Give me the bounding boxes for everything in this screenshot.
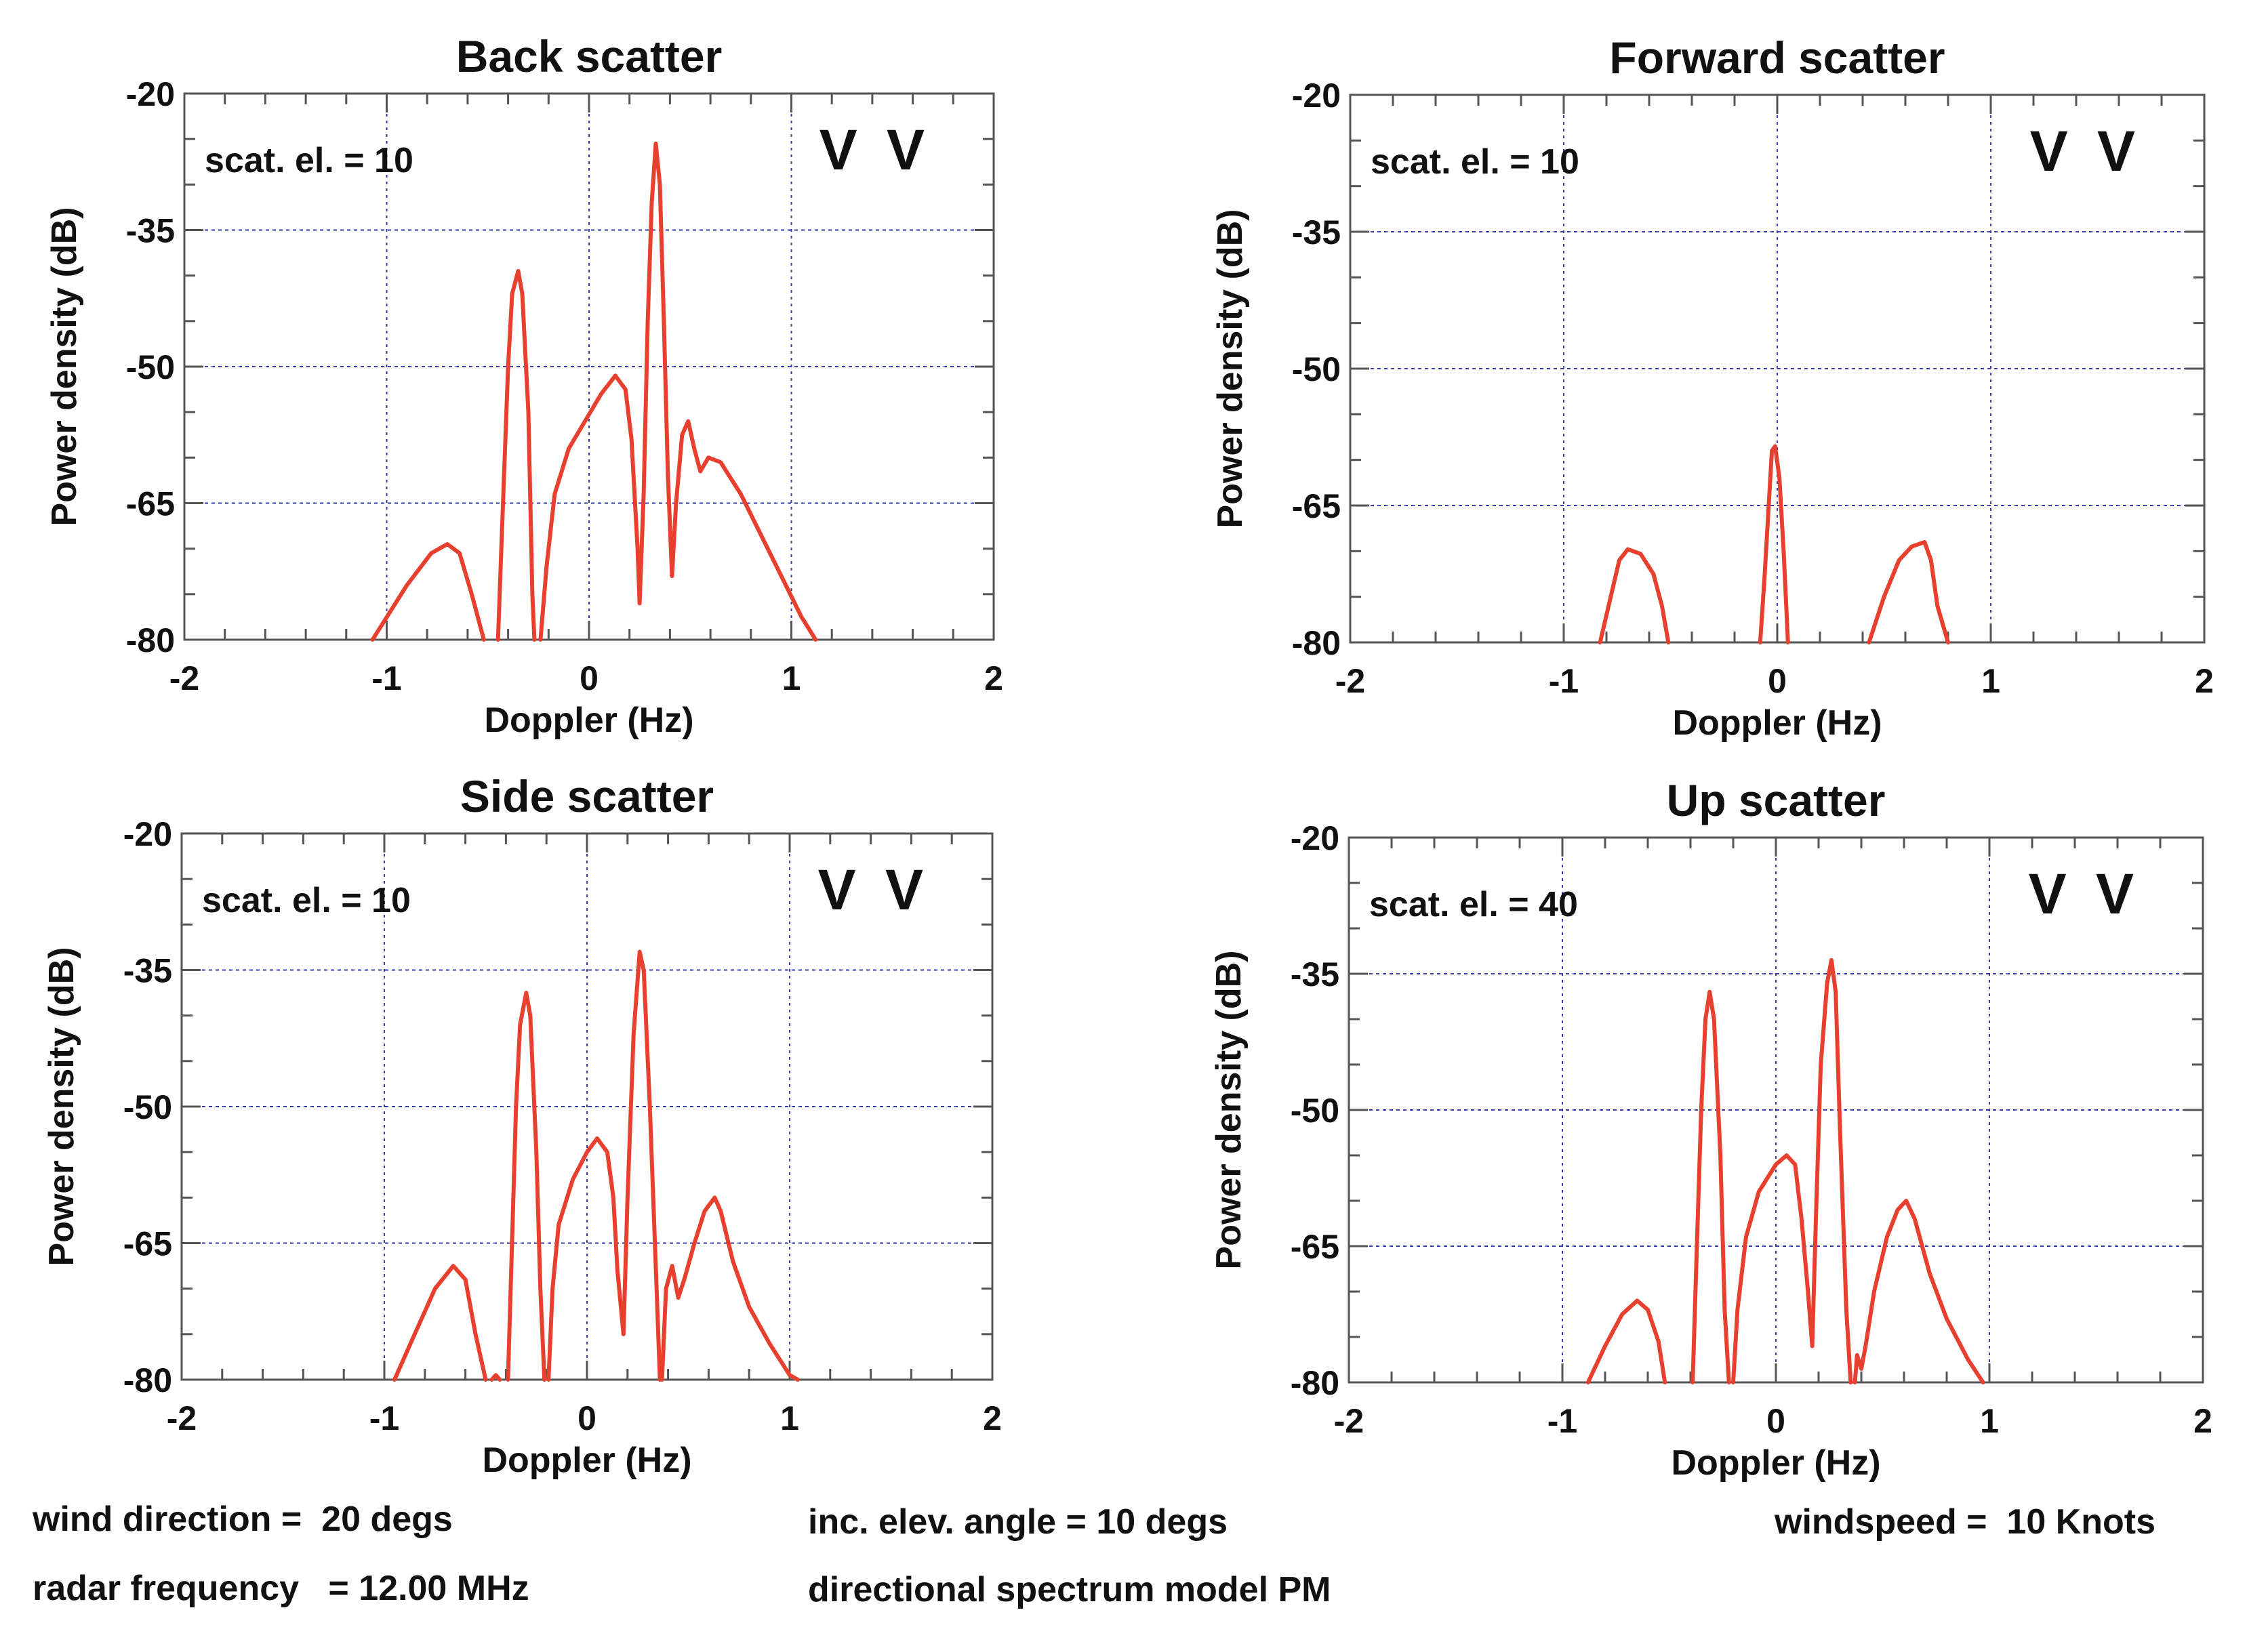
y-axis-label: Power density (dB): [42, 947, 81, 1266]
y-tick-label: -50: [1291, 1092, 1339, 1130]
y-tick-label: -80: [1292, 624, 1341, 662]
x-tick-label: 1: [1980, 1402, 1999, 1440]
plot-frame: [180, 832, 994, 1381]
series-line: [506, 991, 547, 1382]
plot-frame: [183, 92, 995, 641]
polarization-label: V V: [819, 118, 931, 182]
x-tick-label: 2: [2193, 1402, 2212, 1440]
x-axis-label: Doppler (Hz): [1672, 703, 1882, 743]
y-tick-label: -65: [123, 1225, 172, 1263]
chart-panel-4: -20 -35 -50 -65 -80-2 -1 0 1 2 Up scatter Doppler …: [1209, 775, 2212, 1483]
series-line: [1731, 1153, 1815, 1384]
plot-frame: [1349, 94, 2206, 644]
x-tick-label: -2: [1334, 1402, 1364, 1440]
x-tick-label: -1: [369, 1399, 399, 1437]
series-line: [621, 949, 662, 1382]
y-tick-label: -80: [123, 1361, 172, 1399]
y-tick-label: -20: [1291, 819, 1339, 857]
y-tick-label: -20: [1292, 77, 1341, 115]
x-axis-label: Doppler (Hz): [1671, 1443, 1880, 1483]
scatter-elevation-label: scat. el. = 10: [202, 881, 411, 920]
chart-title: Back scatter: [456, 31, 723, 81]
x-tick-label: 0: [580, 659, 599, 697]
y-tick-label: -35: [126, 212, 175, 250]
chart-panel-3: -20 -35 -50 -65 -80-2 -1 0 1 2 Side scatter Dopple…: [42, 771, 1002, 1480]
series-line: [392, 1264, 488, 1382]
y-tick-label: -50: [123, 1088, 172, 1126]
x-tick-label: -1: [371, 659, 401, 697]
footer-radar-frequency: radar frequency = 12.00 MHz: [33, 1569, 529, 1608]
footer-windspeed: windspeed = 10 Knots: [1775, 1502, 2156, 1542]
y-tick-label: -80: [126, 621, 175, 659]
chart-panel-2: -20 -35 -50 -65 -80-2 -1 0 1 2 Forward scatter Dop…: [1211, 33, 2214, 743]
y-axis-label: Power density (dB): [1209, 951, 1249, 1270]
series-line: [538, 373, 642, 642]
x-axis-label: Doppler (Hz): [482, 1441, 691, 1480]
series-line: [495, 268, 537, 642]
x-tick-label: 1: [1981, 662, 2000, 700]
chart-title: Side scatter: [460, 771, 714, 821]
x-tick-label: 1: [780, 1399, 799, 1437]
scatter-elevation-label: scat. el. = 10: [205, 141, 413, 180]
scatter-elevation-label: scat. el. = 10: [1371, 142, 1579, 182]
y-tick-label: -50: [1292, 350, 1341, 388]
x-tick-label: 0: [1766, 1402, 1785, 1440]
chart-title: Up scatter: [1667, 775, 1886, 825]
series-line: [1852, 1199, 1985, 1384]
polarization-label: V V: [2029, 862, 2141, 926]
plot-frame: [1348, 836, 2204, 1384]
x-tick-label: 0: [578, 1399, 596, 1437]
x-tick-label: -2: [169, 659, 199, 697]
x-tick-label: -2: [1335, 662, 1365, 700]
x-tick-label: 0: [1768, 662, 1787, 700]
polarization-label: V V: [2030, 119, 2142, 183]
series-line: [660, 1195, 800, 1382]
series-line: [489, 1373, 502, 1382]
series-line: [1758, 444, 1790, 644]
series-line: [670, 419, 818, 642]
x-tick-label: -2: [167, 1399, 197, 1437]
x-tick-label: 2: [983, 1399, 1002, 1437]
x-tick-label: 2: [984, 659, 1003, 697]
y-tick-label: -35: [1292, 213, 1341, 251]
y-tick-label: -20: [126, 75, 175, 113]
series-line: [546, 1136, 626, 1382]
series-line: [637, 141, 674, 606]
y-tick-label: -20: [123, 815, 172, 853]
y-tick-label: -50: [126, 348, 175, 386]
series-line: [370, 542, 486, 642]
footer-wind-direction: wind direction = 20 degs: [33, 1500, 453, 1539]
series-line: [1598, 547, 1671, 644]
y-axis-label: Power density (dB): [1211, 209, 1250, 529]
y-tick-label: -35: [1291, 955, 1339, 993]
footer-inc-elev-angle: inc. elev. angle = 10 degs: [808, 1502, 1228, 1542]
scatter-elevation-label: scat. el. = 40: [1369, 885, 1578, 924]
x-tick-label: 1: [782, 659, 801, 697]
series-line: [1867, 539, 1950, 644]
series-line: [1690, 989, 1731, 1384]
x-tick-label: -1: [1549, 662, 1579, 700]
x-axis-label: Doppler (Hz): [484, 701, 693, 740]
x-tick-label: -1: [1547, 1402, 1577, 1440]
y-tick-label: -65: [1291, 1228, 1339, 1266]
series-line: [1810, 957, 1853, 1384]
chart-title: Forward scatter: [1609, 33, 1945, 83]
x-tick-label: 2: [2195, 662, 2214, 700]
y-tick-label: -80: [1291, 1364, 1339, 1402]
chart-panel-1: -20 -35 -50 -65 -80-2 -1 0 1 2 Back scatter Dopple…: [45, 31, 1003, 740]
y-tick-label: -65: [1292, 487, 1341, 525]
series-line: [1585, 1298, 1667, 1384]
y-tick-label: -35: [123, 952, 172, 990]
y-axis-label: Power density (dB): [45, 207, 84, 527]
polarization-label: V V: [818, 858, 930, 922]
y-tick-label: -65: [126, 485, 175, 523]
footer-spectrum-model: directional spectrum model PM: [808, 1570, 1331, 1609]
